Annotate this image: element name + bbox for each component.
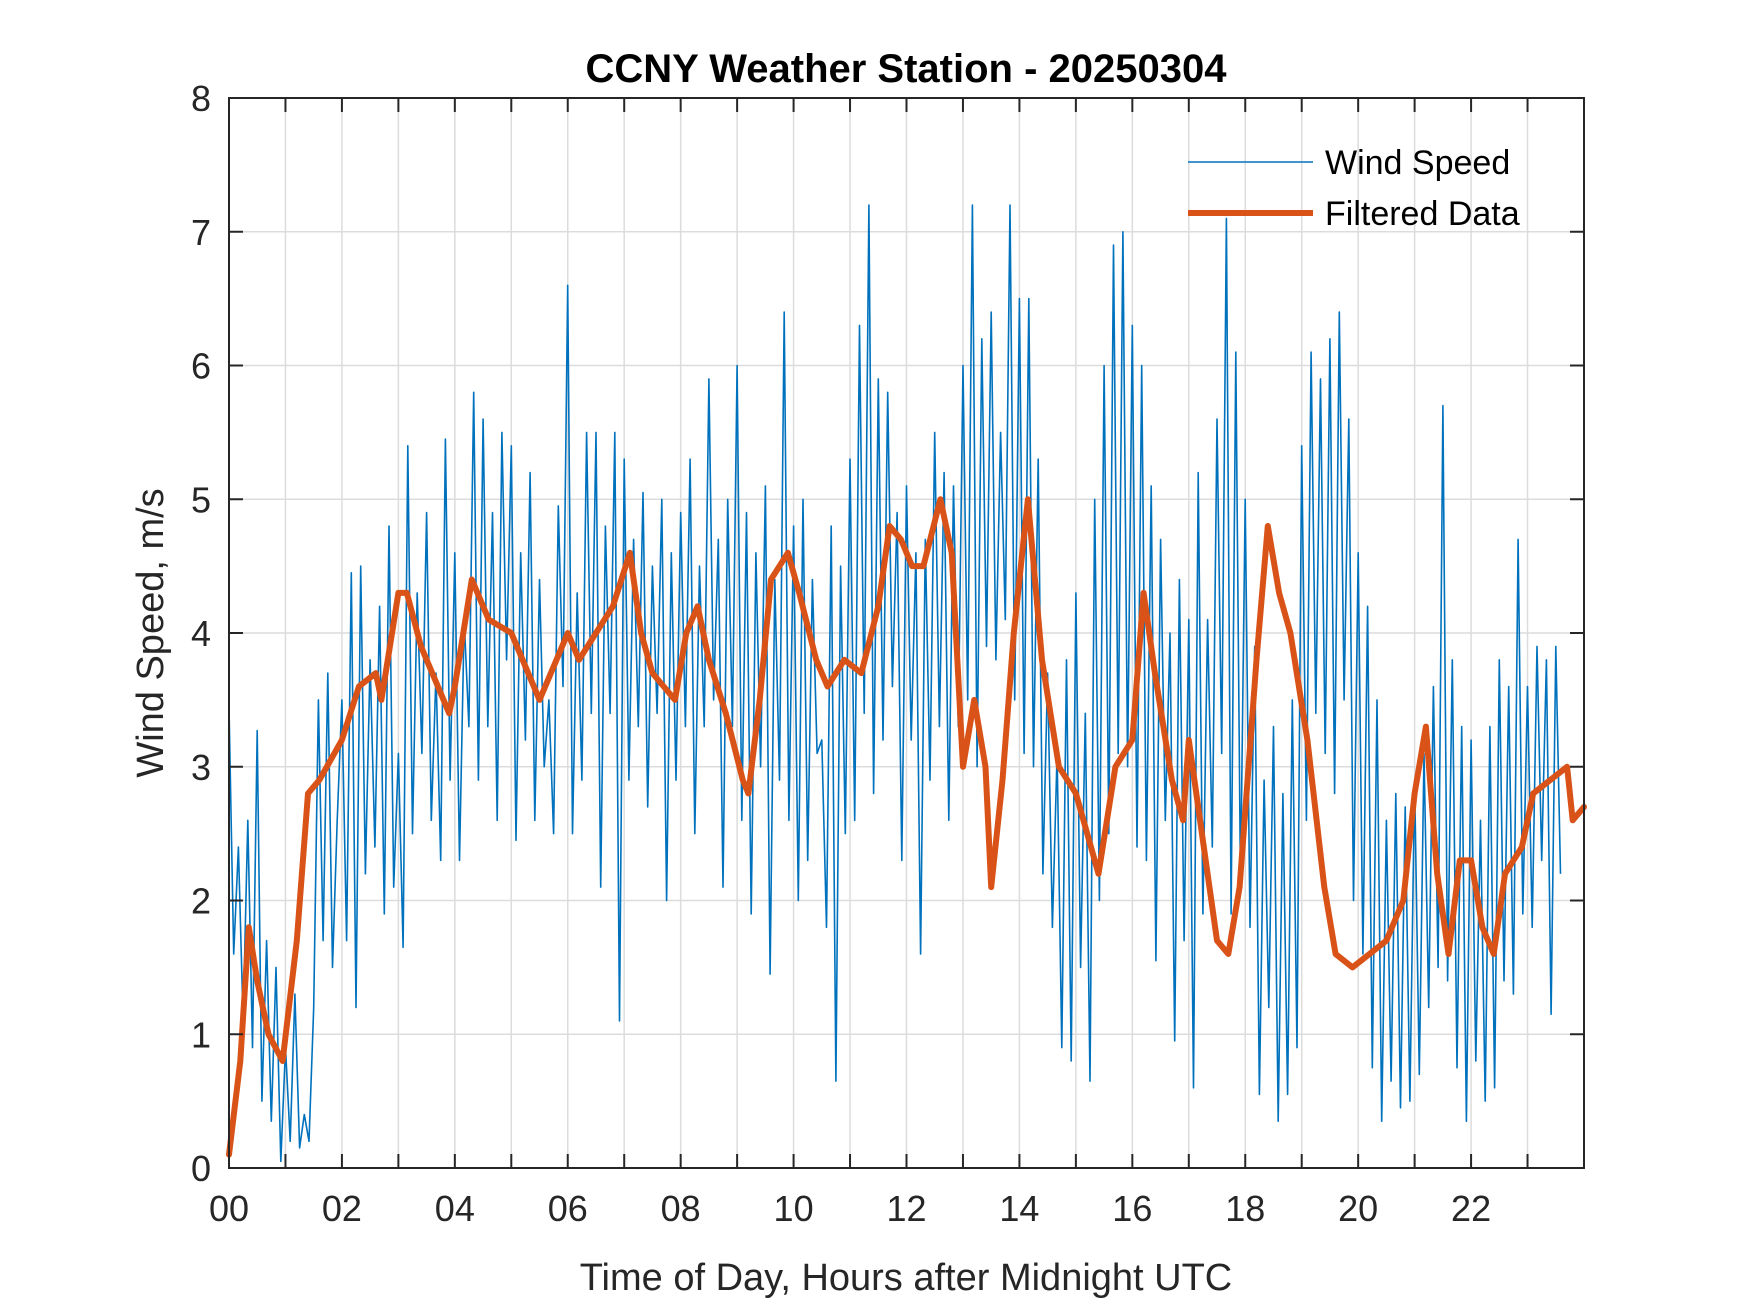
y-tick-label: 4 <box>191 613 211 654</box>
series-layer <box>226 204 1587 1163</box>
y-tick-label: 2 <box>191 881 211 922</box>
x-tick-label: 06 <box>548 1188 588 1229</box>
x-tick-labels: 00 02 04 06 08 10 12 14 16 18 20 22 <box>209 1188 1491 1229</box>
y-tick-label: 3 <box>191 747 211 788</box>
x-tick-label: 18 <box>1225 1188 1265 1229</box>
y-axis-label: Wind Speed, m/s <box>130 488 172 777</box>
legend-label-wind-speed: Wind Speed <box>1325 144 1510 182</box>
y-tick-label: 8 <box>191 78 211 119</box>
axis-ticks <box>229 98 1584 1168</box>
x-tick-label: 12 <box>886 1188 926 1229</box>
y-tick-label: 0 <box>191 1148 211 1189</box>
legend: Wind Speed Filtered Data <box>1188 144 1520 233</box>
y-tick-labels: 0 1 2 3 4 5 6 7 8 <box>191 78 211 1189</box>
series-filtered-data-line <box>226 496 1587 1158</box>
y-tick-label: 6 <box>191 346 211 387</box>
x-tick-label: 14 <box>999 1188 1039 1229</box>
x-tick-label: 04 <box>435 1188 475 1229</box>
series-wind-speed-line <box>228 204 1562 1163</box>
x-tick-label: 02 <box>322 1188 362 1229</box>
x-tick-label: 10 <box>774 1188 814 1229</box>
y-tick-label: 1 <box>191 1014 211 1055</box>
legend-label-filtered-data: Filtered Data <box>1325 195 1520 233</box>
y-tick-label: 7 <box>191 212 211 253</box>
x-axis-label: Time of Day, Hours after Midnight UTC <box>580 1257 1233 1299</box>
x-tick-label: 22 <box>1451 1188 1491 1229</box>
y-tick-label: 5 <box>191 479 211 520</box>
x-tick-label: 20 <box>1338 1188 1378 1229</box>
x-tick-label: 16 <box>1112 1188 1152 1229</box>
x-tick-label: 08 <box>661 1188 701 1229</box>
chart-title: CCNY Weather Station - 20250304 <box>586 47 1228 91</box>
x-tick-label: 00 <box>209 1188 249 1229</box>
